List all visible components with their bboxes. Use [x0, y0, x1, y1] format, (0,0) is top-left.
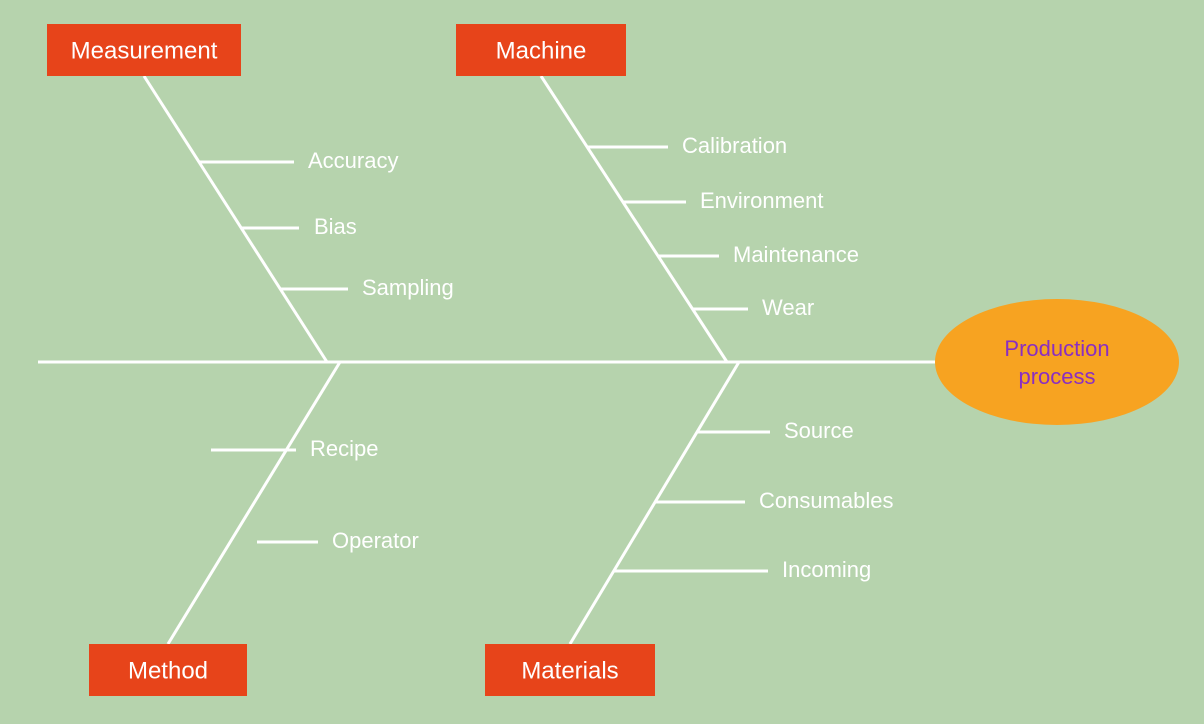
bone-method — [168, 362, 340, 644]
cause-accuracy: Accuracy — [308, 148, 398, 173]
cause-operator: Operator — [332, 528, 419, 553]
cause-recipe: Recipe — [310, 436, 378, 461]
effect-label-line1: Production — [1004, 336, 1109, 361]
cause-incoming: Incoming — [782, 557, 871, 582]
bone-machine — [541, 76, 727, 362]
cause-consumables: Consumables — [759, 488, 894, 513]
bone-measurement — [144, 76, 327, 362]
cause-maintenance: Maintenance — [733, 242, 859, 267]
cause-source: Source — [784, 418, 854, 443]
cause-wear: Wear — [762, 295, 814, 320]
cause-environment: Environment — [700, 188, 824, 213]
cause-bias: Bias — [314, 214, 357, 239]
category-method-label: Method — [128, 657, 208, 684]
effect-ellipse — [935, 299, 1179, 425]
category-materials-label: Materials — [521, 657, 618, 684]
cause-calibration: Calibration — [682, 133, 787, 158]
category-machine-label: Machine — [496, 37, 587, 64]
cause-sampling: Sampling — [362, 275, 454, 300]
fishbone-diagram: Measurement Accuracy Bias Sampling Machi… — [0, 0, 1204, 724]
effect-label-line2: process — [1018, 364, 1095, 389]
category-measurement-label: Measurement — [71, 37, 218, 64]
